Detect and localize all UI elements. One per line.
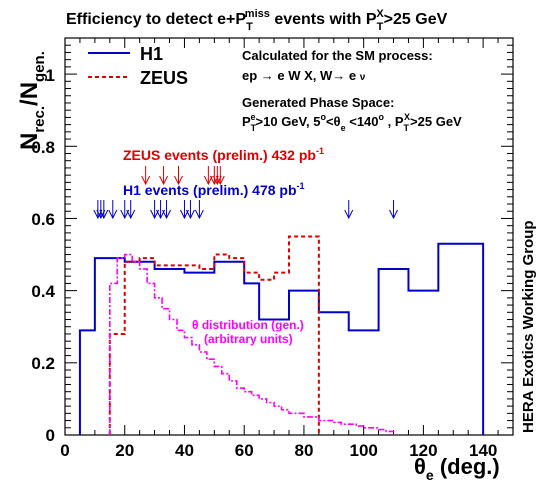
x-tick-label: 140 — [469, 441, 497, 460]
y-axis-label: Nrec./Ngen. — [16, 51, 48, 150]
x-tick-label: 60 — [235, 441, 254, 460]
histogram-h1 — [78, 242, 485, 435]
zeus-event-arrow-head — [203, 175, 213, 186]
x-tick-label: 40 — [175, 441, 194, 460]
x-axis-label: θe (deg.) — [414, 454, 500, 483]
event-arrows — [93, 166, 398, 220]
zeus-events-label: ZEUS events (prelim.) 432 pb-1 — [123, 146, 324, 163]
h1-event-arrow-head — [162, 209, 171, 220]
y-tick-labels: 0 0.2 0.4 0.6 0.8 1 — [31, 66, 55, 445]
h1-event-arrow-head — [185, 209, 195, 220]
legend-label-zeus: ZEUS — [140, 68, 188, 88]
h1-event-arrow-head — [99, 209, 109, 220]
h1-event-arrow-head — [180, 209, 189, 220]
axis-ticks — [64, 37, 514, 436]
y-tick-label: 0.6 — [31, 210, 55, 229]
info-line-1: Calculated for the SM process: — [242, 48, 433, 63]
x-tick-label: 100 — [350, 441, 378, 460]
h1-event-arrow-head — [194, 209, 204, 220]
y-tick-label: 0.2 — [31, 354, 55, 373]
y-tick-label: 1 — [46, 66, 55, 85]
histogram-theta-distribution — [109, 253, 395, 435]
y-tick-label: 0.4 — [31, 282, 55, 301]
info-line-3: Generated Phase Space: — [242, 95, 394, 110]
info-block: Calculated for the SM process: ep → e W … — [242, 48, 462, 133]
h1-event-arrow-head — [156, 209, 166, 220]
y-tick-label: 0 — [46, 426, 55, 445]
h1-event-arrow-head — [120, 209, 130, 220]
h1-event-arrow-head — [108, 209, 118, 220]
zeus-event-arrow-head — [159, 175, 169, 186]
theta-dist-label-1: θ distribution (gen.) — [192, 318, 304, 332]
h1-events-label: H1 events (prelim.) 478 pb-1 — [123, 181, 305, 198]
legend-label-h1: H1 — [140, 44, 163, 64]
zeus-event-arrow-head — [215, 175, 225, 186]
y-tick-label: 0.8 — [31, 138, 55, 157]
info-line-4: PTe>10 GeV, 5o<θe <140o , PTX>25 GeV — [242, 112, 462, 133]
histograms — [78, 235, 485, 435]
info-line-2: ep → e W X, W→ e ν — [242, 68, 366, 83]
x-tick-label: 80 — [295, 441, 314, 460]
zeus-event-arrow-head — [174, 175, 183, 186]
h1-event-arrow-head — [126, 209, 136, 220]
x-tick-labels: 0 20 40 60 80 100 120 140 — [60, 441, 497, 460]
h1-event-arrow-head — [389, 209, 398, 220]
h1-event-arrow-head — [150, 209, 160, 220]
histogram-zeus — [108, 235, 320, 435]
side-label: HERA Exotics Working Group — [520, 220, 537, 433]
theta-dist-label-2: (arbitrary units) — [204, 332, 293, 346]
zeus-event-arrow-head — [141, 175, 151, 186]
x-tick-label: 20 — [115, 441, 134, 460]
h1-event-arrow-head — [344, 209, 354, 220]
legend: H1 ZEUS — [88, 44, 188, 88]
x-tick-label: 0 — [60, 441, 69, 460]
x-tick-label: 120 — [409, 441, 437, 460]
chart-title: Efficiency to detect e+PTmiss events wit… — [66, 8, 448, 33]
